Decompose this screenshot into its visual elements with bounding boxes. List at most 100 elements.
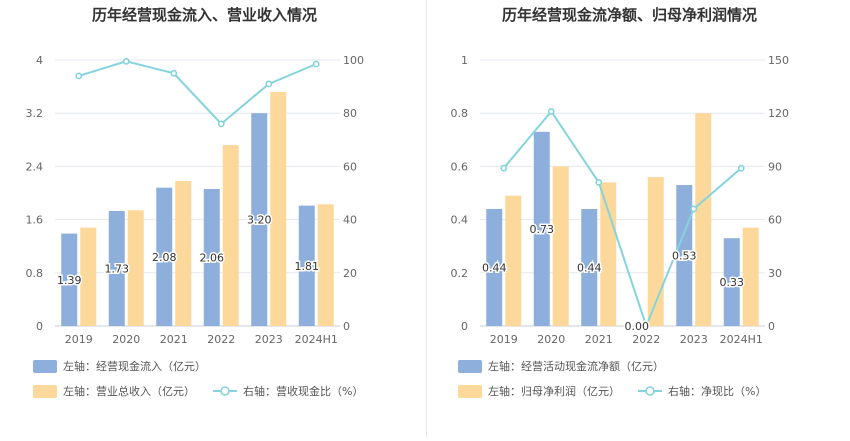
- bar-data-label: 0.73: [530, 223, 555, 236]
- y-right-tick-label: 30: [768, 267, 782, 280]
- y-right-tick-label: 80: [343, 107, 357, 120]
- x-tick-label: 2019: [65, 333, 93, 346]
- y-right-tick-label: 0: [343, 320, 350, 333]
- legend-label: 左轴：经营现金流入（亿元）: [63, 359, 206, 373]
- x-tick-label: 2020: [112, 333, 140, 346]
- bar-primary: [533, 131, 550, 326]
- chart-svg: 历年经营现金流净额、归母净利润情况 0 0.2 0.4 0.6 0.8 1 0 30 60 90 12…: [451, 6, 789, 398]
- legend-label: 左轴：归母净利润（亿元）: [488, 384, 620, 398]
- line-point: [122, 57, 130, 65]
- legend-swatch: [458, 360, 482, 373]
- y-right-tick-label: 60: [768, 214, 782, 227]
- legend-label: 左轴：经营活动现金流净额（亿元）: [488, 359, 664, 373]
- bar-secondary: [552, 166, 569, 326]
- bar-data-label: 0.53: [672, 250, 697, 263]
- legend-label: 左轴：营业总收入（亿元）: [63, 384, 195, 398]
- chart-panel-right: 历年经营现金流净额、归母净利润情况 0 0.2 0.4 0.6 0.8 1 0 30 60 90 12…: [425, 0, 850, 437]
- line-point: [500, 164, 508, 172]
- legend-swatch-point: [220, 386, 230, 396]
- chart-panel-left: 历年经营现金流入、营业收入情况 0 0.8 1.6 2.4 3.2 4 0 20 40 60 80 10…: [0, 0, 425, 437]
- x-tick-label: 2019: [490, 333, 518, 346]
- y-left-tick-label: 4: [36, 54, 43, 67]
- line-point: [737, 164, 745, 172]
- bar-data-label: 1.73: [105, 262, 130, 275]
- legend-swatch: [33, 360, 57, 373]
- y-left-tick-label: 2.4: [26, 160, 44, 173]
- bar-data-label: 0.00: [625, 320, 650, 333]
- y-right-tick-label: 100: [343, 54, 364, 67]
- x-tick-label: 2022: [632, 333, 660, 346]
- y-right-tick-label: 40: [343, 214, 357, 227]
- y-right-tick-label: 20: [343, 267, 357, 280]
- bar-primary: [298, 205, 315, 326]
- bar-primary: [61, 233, 78, 326]
- bar-primary: [251, 113, 268, 326]
- y-left-tick-label: 0.8: [451, 107, 469, 120]
- y-right-tick-label: 0: [768, 320, 775, 333]
- bar-data-label: 1.81: [295, 260, 320, 273]
- bar-data-label: 3.20: [247, 214, 272, 227]
- y-left-tick-label: 0.2: [451, 267, 469, 280]
- bar-secondary: [600, 182, 617, 326]
- y-left-tick-label: 0: [36, 320, 43, 333]
- bar-data-label: 0.33: [720, 276, 745, 289]
- line-point: [642, 322, 650, 330]
- line-point: [170, 69, 178, 77]
- bar-secondary: [317, 204, 334, 326]
- x-tick-label: 2024H1: [720, 333, 763, 346]
- y-left-tick-label: 0.8: [26, 267, 44, 280]
- y-left-tick-label: 1.6: [26, 214, 44, 227]
- line-point: [547, 108, 555, 115]
- x-tick-label: 2022: [207, 333, 235, 346]
- bar-primary: [156, 187, 173, 326]
- bar-primary: [581, 208, 598, 326]
- bar-secondary: [80, 227, 97, 326]
- legend-swatch-point: [645, 386, 655, 396]
- line-point: [265, 80, 273, 88]
- y-right-tick-label: 120: [768, 107, 789, 120]
- x-tick-label: 2023: [680, 333, 708, 346]
- y-right-tick-label: 150: [768, 54, 789, 67]
- line-point: [75, 72, 83, 80]
- bar-secondary: [270, 91, 287, 326]
- bar-data-label: 0.44: [577, 261, 602, 274]
- panel-divider: [426, 0, 427, 437]
- line-point: [217, 120, 225, 128]
- bar-secondary: [505, 195, 522, 326]
- chart-title: 历年经营现金流入、营业收入情况: [92, 6, 317, 24]
- x-tick-label: 2020: [537, 333, 565, 346]
- legend-label: 右轴：净现比（%）: [668, 384, 766, 398]
- bar-data-label: 2.06: [200, 252, 225, 265]
- legend-label: 右轴：营收现金比（%）: [243, 384, 363, 398]
- line-point: [690, 205, 698, 213]
- bar-secondary: [175, 181, 192, 326]
- legend-swatch: [33, 385, 57, 398]
- bar-primary: [486, 208, 503, 326]
- y-left-tick-label: 0.4: [451, 214, 469, 227]
- bar-secondary: [695, 113, 712, 326]
- legend-swatch: [458, 385, 482, 398]
- line-point: [312, 60, 320, 68]
- bar-primary: [108, 210, 125, 326]
- y-left-tick-label: 1: [461, 54, 468, 67]
- y-right-tick-label: 60: [343, 160, 357, 173]
- bar-primary: [203, 189, 220, 326]
- bar-secondary: [222, 145, 239, 326]
- bar-secondary: [647, 177, 664, 326]
- bar-data-label: 2.08: [152, 251, 177, 264]
- y-right-tick-label: 90: [768, 160, 782, 173]
- chart-title: 历年经营现金流净额、归母净利润情况: [502, 6, 757, 24]
- x-tick-label: 2023: [255, 333, 283, 346]
- bar-secondary: [127, 210, 144, 326]
- x-tick-label: 2021: [160, 333, 188, 346]
- y-left-tick-label: 3.2: [26, 107, 44, 120]
- y-left-tick-label: 0.6: [451, 160, 469, 173]
- x-tick-label: 2021: [585, 333, 613, 346]
- line-point: [595, 178, 603, 186]
- line-series: [78, 60, 317, 126]
- x-tick-label: 2024H1: [295, 333, 338, 346]
- y-left-tick-label: 0: [461, 320, 468, 333]
- bar-data-label: 0.44: [482, 261, 507, 274]
- bar-primary: [723, 238, 740, 326]
- chart-svg: 历年经营现金流入、营业收入情况00.81.62.43.2402040608010…: [26, 6, 364, 398]
